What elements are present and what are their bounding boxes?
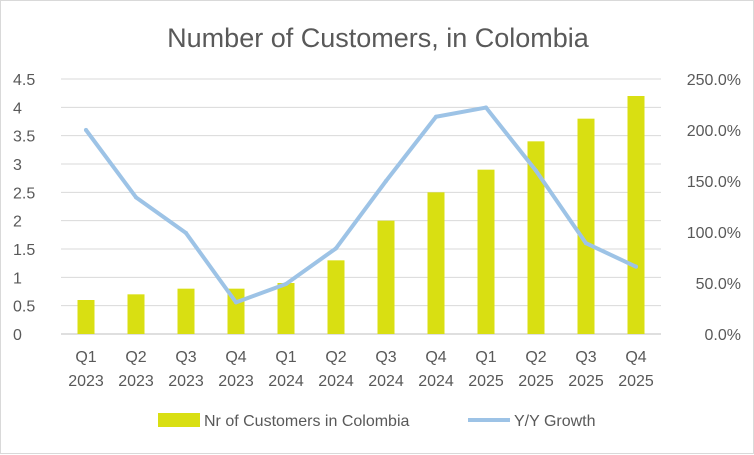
x-tick-label-year: 2024 bbox=[268, 373, 304, 390]
growth-point bbox=[584, 241, 588, 246]
left-axis: 0 0.5 1 1.5 2 2.5 3 3.5 4 4.5 bbox=[13, 72, 35, 344]
chart-title: Number of Customers, in Colombia bbox=[167, 23, 590, 53]
x-tick-label-year: 2024 bbox=[368, 373, 404, 390]
left-axis-tick-label: 4 bbox=[13, 100, 22, 117]
x-tick-label-quarter: Q3 bbox=[175, 349, 196, 366]
bar bbox=[277, 283, 295, 334]
left-axis-tick-label: 1.5 bbox=[13, 242, 35, 259]
right-axis-tick-label: 250.0% bbox=[687, 72, 741, 89]
x-tick-label-year: 2025 bbox=[468, 373, 504, 390]
growth-point bbox=[284, 282, 288, 287]
growth-point bbox=[234, 300, 238, 305]
x-tick-label-quarter: Q1 bbox=[475, 349, 496, 366]
x-tick-label-quarter: Q2 bbox=[525, 349, 546, 366]
x-tick-label-quarter: Q4 bbox=[225, 349, 246, 366]
x-tick-label-year: 2024 bbox=[318, 373, 354, 390]
left-axis-tick-label: 0 bbox=[13, 327, 22, 344]
x-tick-label-quarter: Q4 bbox=[625, 349, 646, 366]
gridlines bbox=[61, 78, 661, 335]
x-tick-label-quarter: Q4 bbox=[425, 349, 446, 366]
legend-label-bar: Nr of Customers in Colombia bbox=[204, 413, 410, 430]
growth-point bbox=[534, 168, 538, 173]
growth-point bbox=[384, 179, 388, 183]
bar bbox=[577, 118, 595, 335]
bar bbox=[527, 141, 545, 334]
line-series bbox=[84, 105, 638, 305]
x-tick-label-year: 2023 bbox=[68, 373, 104, 390]
right-axis-tick-label: 50.0% bbox=[696, 276, 741, 293]
left-axis-tick-label: 2.5 bbox=[13, 185, 35, 202]
left-axis-tick-label: 4.5 bbox=[13, 72, 35, 89]
right-axis-tick-label: 200.0% bbox=[687, 123, 741, 140]
bar bbox=[327, 260, 345, 334]
x-tick-label-quarter: Q3 bbox=[575, 349, 596, 366]
left-axis-tick-label: 1 bbox=[13, 270, 22, 287]
legend: Nr of Customers in Colombia Y/Y Growth bbox=[158, 413, 596, 430]
x-tick-label-quarter: Q3 bbox=[375, 349, 396, 366]
left-axis-tick-label: 3.5 bbox=[13, 129, 35, 146]
x-tick-label-year: 2025 bbox=[518, 373, 554, 390]
left-axis-tick-label: 2 bbox=[13, 214, 22, 231]
bar bbox=[427, 192, 445, 334]
bar bbox=[377, 220, 395, 334]
x-tick-label-year: 2025 bbox=[618, 373, 654, 390]
left-axis-tick-label: 3 bbox=[13, 157, 22, 174]
bar bbox=[477, 169, 495, 334]
growth-point bbox=[84, 128, 88, 132]
growth-line bbox=[84, 105, 638, 305]
right-axis: 0.0% 50.0% 100.0% 150.0% 200.0% 250.0% bbox=[687, 72, 741, 344]
x-tick-label-year: 2023 bbox=[218, 373, 254, 390]
right-axis-tick-label: 100.0% bbox=[687, 225, 741, 242]
bar bbox=[177, 288, 195, 334]
bar bbox=[127, 294, 145, 334]
bar bbox=[627, 96, 645, 334]
growth-point bbox=[184, 231, 188, 236]
growth-point bbox=[334, 246, 338, 251]
x-tick-label-quarter: Q2 bbox=[125, 349, 146, 366]
x-tick-label-year: 2023 bbox=[118, 373, 154, 390]
growth-point bbox=[134, 195, 138, 200]
legend-label-line: Y/Y Growth bbox=[514, 413, 596, 430]
bar-series bbox=[77, 96, 645, 335]
x-tick-label-quarter: Q1 bbox=[275, 349, 296, 366]
left-axis-tick-label: 0.5 bbox=[13, 299, 35, 316]
x-tick-label-year: 2024 bbox=[418, 373, 454, 390]
legend-swatch-bar bbox=[158, 413, 200, 427]
growth-point bbox=[484, 105, 488, 110]
x-tick-label-year: 2025 bbox=[568, 373, 604, 390]
x-axis: Q1 2023 Q2 2023 Q3 2023 Q4 2023 Q1 2024 Q2 2024 Q3 20… bbox=[68, 349, 654, 390]
right-axis-tick-label: 0.0% bbox=[705, 327, 741, 344]
x-tick-label-quarter: Q2 bbox=[325, 349, 346, 366]
x-tick-label-year: 2023 bbox=[168, 373, 204, 390]
growth-point bbox=[634, 264, 638, 269]
bar bbox=[77, 300, 95, 334]
x-tick-label-quarter: Q1 bbox=[75, 349, 96, 366]
growth-point bbox=[434, 114, 438, 119]
right-axis-tick-label: 150.0% bbox=[687, 174, 741, 191]
